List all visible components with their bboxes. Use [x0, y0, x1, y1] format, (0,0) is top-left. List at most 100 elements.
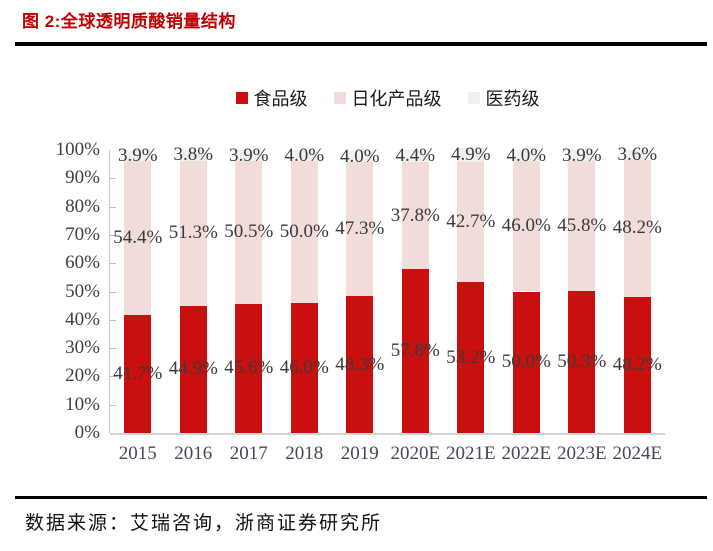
bar-segment-daily-chemical-grade-2015 — [124, 161, 152, 315]
y-tick-mark — [110, 404, 116, 406]
bar-segment-food-grade-2024E — [623, 296, 651, 433]
y-tick-mark — [110, 291, 116, 293]
figure-title: 图 2:全球透明质酸销量结构 — [22, 12, 236, 31]
bar-segment-daily-chemical-grade-2016 — [179, 160, 207, 306]
legend-label-pharma-grade: 医药级 — [485, 89, 540, 109]
x-axis-label-2018: 2018 — [285, 443, 324, 464]
bar-segment-food-grade-2022E — [512, 291, 540, 433]
value-label-food-grade-2019: 48.3% — [335, 353, 385, 375]
y-tick-label: 60% — [65, 252, 100, 274]
legend-item-daily-chemical-grade: 日化产品级 — [333, 85, 442, 111]
bar-segment-pharma-grade-2020E — [401, 150, 429, 163]
y-tick-label: 50% — [65, 280, 100, 302]
bar-segment-pharma-grade-2018 — [290, 150, 318, 162]
legend-item-food-grade: 食品级 — [235, 85, 308, 111]
value-label-pharma-grade-2015: 3.9% — [117, 144, 158, 166]
value-label-food-grade-2016: 44.9% — [168, 358, 218, 380]
value-label-food-grade-2022E: 50.0% — [501, 351, 551, 373]
bar-segment-food-grade-2019 — [346, 296, 374, 433]
bar-segment-daily-chemical-grade-2021E — [457, 161, 485, 283]
value-label-daily-chemical-grade-2015: 54.4% — [113, 227, 163, 248]
x-axis-label-2020E: 2020E — [390, 443, 441, 464]
value-label-pharma-grade-2017: 3.9% — [228, 144, 269, 166]
value-label-daily-chemical-grade-2022E: 46.0% — [501, 215, 551, 237]
value-label-food-grade-2017: 45.6% — [224, 357, 274, 379]
bar-segment-pharma-grade-2021E — [457, 147, 485, 162]
legend-swatch-food-grade-icon — [235, 92, 248, 104]
bar-segment-daily-chemical-grade-2020E — [401, 162, 429, 270]
value-label-pharma-grade-2023E: 3.9% — [561, 144, 602, 166]
bar-segment-daily-chemical-grade-2018 — [290, 161, 318, 303]
y-tick-label: 100% — [55, 139, 100, 160]
y-tick-label: 20% — [65, 365, 100, 387]
x-axis-label-2023E: 2023E — [556, 443, 607, 464]
y-tick-mark — [110, 376, 116, 378]
chart-legend: 食品级 日化产品级 医药级 — [110, 85, 665, 111]
bar-segment-pharma-grade-2019 — [346, 151, 374, 163]
x-axis-label-2019: 2019 — [340, 443, 379, 464]
bar-segment-daily-chemical-grade-2023E — [568, 161, 596, 291]
bar-segment-food-grade-2017 — [235, 303, 263, 433]
bar-segment-food-grade-2015 — [124, 314, 152, 433]
value-label-daily-chemical-grade-2017: 50.5% — [224, 221, 274, 243]
y-tick-label: 80% — [65, 195, 100, 217]
x-axis-label-2024E: 2024E — [612, 443, 663, 464]
x-axis-label-2017: 2017 — [229, 443, 268, 464]
legend-label-daily-chemical-grade: 日化产品级 — [351, 89, 442, 109]
bar-segment-food-grade-2021E — [457, 282, 485, 433]
y-tick-mark — [110, 178, 116, 180]
y-axis-line — [109, 150, 110, 433]
bar-segment-pharma-grade-2017 — [235, 150, 263, 162]
x-axis-label-2016: 2016 — [174, 443, 213, 464]
title-divider — [15, 42, 707, 46]
bar-segment-pharma-grade-2023E — [568, 150, 596, 162]
value-label-pharma-grade-2021E: 4.9% — [450, 143, 491, 165]
value-label-pharma-grade-2020E: 4.4% — [395, 145, 436, 167]
y-tick-label: 90% — [65, 167, 100, 189]
value-label-daily-chemical-grade-2021E: 42.7% — [446, 211, 496, 233]
legend-label-food-grade: 食品级 — [253, 89, 308, 109]
y-tick-label: 0% — [74, 422, 100, 443]
bar-segment-daily-chemical-grade-2017 — [235, 161, 263, 304]
value-label-pharma-grade-2024E: 3.6% — [617, 144, 658, 166]
y-tick-mark — [110, 234, 116, 236]
y-tick-mark — [110, 206, 116, 208]
value-label-food-grade-2020E: 57.8% — [390, 340, 440, 362]
y-tick-label: 30% — [65, 337, 100, 359]
bar-segment-pharma-grade-2024E — [623, 150, 651, 161]
x-axis-line — [110, 433, 665, 435]
value-label-daily-chemical-grade-2016: 51.3% — [168, 222, 218, 244]
y-tick-label: 10% — [65, 393, 100, 415]
stacked-bar-chart: 0% 10% 20% 30% 40% 50% 60% 70% 80% 90% 100% 41.7% 54… — [0, 120, 713, 480]
value-label-food-grade-2015: 41.7% — [113, 362, 163, 384]
value-label-food-grade-2018: 46.0% — [279, 356, 329, 378]
bar-segment-food-grade-2018 — [290, 302, 318, 433]
value-label-daily-chemical-grade-2023E: 45.8% — [557, 214, 607, 236]
x-axis-label-2021E: 2021E — [445, 443, 496, 464]
value-label-pharma-grade-2022E: 4.0% — [506, 144, 547, 166]
value-label-daily-chemical-grade-2019: 47.3% — [335, 218, 385, 240]
bar-segment-daily-chemical-grade-2024E — [623, 160, 651, 297]
bar-segment-pharma-grade-2015 — [124, 150, 152, 162]
x-axis-label-2022E: 2022E — [501, 443, 552, 464]
y-tick-label: 40% — [65, 308, 100, 330]
y-tick-mark — [110, 319, 116, 321]
value-label-pharma-grade-2018: 4.0% — [284, 144, 325, 166]
legend-item-pharma-grade: 医药级 — [467, 85, 540, 111]
value-label-food-grade-2023E: 50.3% — [557, 350, 607, 372]
value-label-daily-chemical-grade-2024E: 48.2% — [612, 217, 662, 239]
bar-segment-pharma-grade-2022E — [512, 150, 540, 162]
bar-segment-pharma-grade-2016 — [179, 150, 207, 161]
y-tick-mark — [110, 263, 116, 265]
footer-divider — [15, 496, 707, 499]
data-source: 数据来源：艾瑞咨询，浙商证券研究所 — [25, 513, 383, 534]
bar-segment-daily-chemical-grade-2019 — [346, 162, 374, 297]
value-label-daily-chemical-grade-2020E: 37.8% — [390, 204, 440, 226]
bar-segment-daily-chemical-grade-2022E — [512, 161, 540, 292]
value-label-pharma-grade-2019: 4.0% — [339, 145, 380, 167]
y-tick-label: 70% — [65, 223, 100, 245]
value-label-daily-chemical-grade-2018: 50.0% — [279, 221, 329, 243]
legend-swatch-daily-chemical-grade-icon — [333, 92, 346, 104]
bar-segment-food-grade-2020E — [401, 269, 429, 433]
